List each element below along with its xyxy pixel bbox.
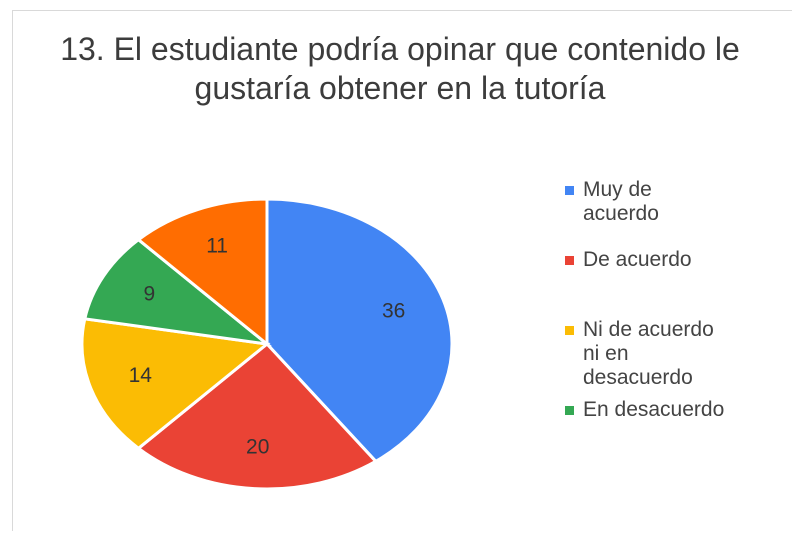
legend-item: En desacuerdo	[565, 398, 783, 422]
legend-item: Muy de acuerdo	[565, 178, 723, 226]
pie-slice	[136, 341, 379, 491]
chart-title: 13. El estudiante podría opinar que cont…	[60, 31, 740, 106]
legend-label: Ni de acuerdo ni en desacuerdo	[583, 318, 714, 389]
data-label: 9	[144, 283, 156, 306]
data-label: 11	[206, 235, 228, 258]
pie-slice	[82, 237, 273, 347]
legend-item: Ni de acuerdo ni en desacuerdo	[565, 318, 723, 390]
legend-swatch	[565, 406, 574, 415]
legend-swatch	[565, 186, 574, 195]
data-label: 20	[246, 436, 269, 459]
pie-slice	[265, 197, 454, 464]
data-label: 36	[382, 299, 405, 322]
legend-label: Muy de acuerdo	[583, 178, 659, 225]
pie-slice	[136, 197, 269, 348]
data-label: 14	[129, 364, 153, 387]
legend-label: En desacuerdo	[583, 398, 725, 421]
chart-frame	[12, 10, 792, 531]
pie-slice	[80, 317, 271, 451]
legend-item: De acuerdo	[565, 248, 723, 272]
legend: Muy de acuerdo De acuerdo Ni de acuerdo ni…	[565, 178, 765, 422]
legend-label: De acuerdo	[583, 248, 692, 271]
legend-swatch	[565, 256, 574, 265]
legend-swatch	[565, 326, 574, 335]
